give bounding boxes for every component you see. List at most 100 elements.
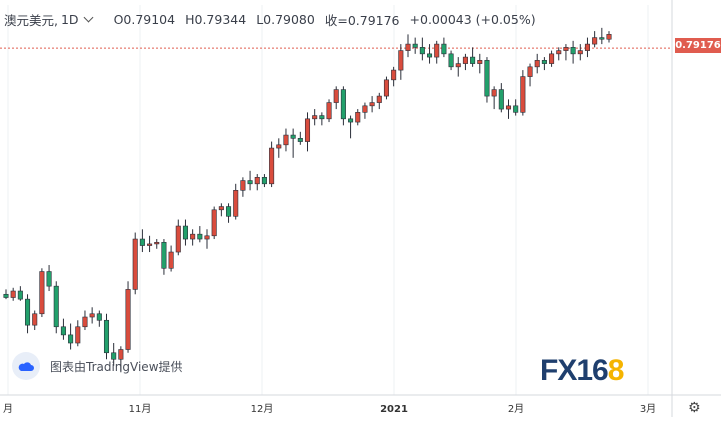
candle-body <box>462 56 468 64</box>
candle-body <box>68 334 74 344</box>
x-tick-label: 2021 <box>380 404 408 415</box>
candle-body <box>326 102 332 120</box>
candle-body <box>190 233 196 240</box>
candle-body <box>139 238 145 246</box>
candle-body <box>218 206 224 211</box>
candle-body <box>297 138 303 142</box>
candle-body <box>25 298 31 326</box>
candle-body <box>592 37 598 45</box>
symbol-label[interactable]: 澳元美元, <box>4 12 58 28</box>
candle-body <box>276 144 282 149</box>
candle-body <box>355 112 361 123</box>
candle-body <box>448 53 454 68</box>
candle-body <box>147 243 153 246</box>
candle-body <box>182 225 188 240</box>
candle-body <box>125 289 131 350</box>
chevron-down-icon[interactable] <box>83 12 94 22</box>
x-tick-label: 3月 <box>640 403 656 415</box>
candle-body <box>570 47 576 55</box>
candle-body <box>484 60 490 97</box>
candle-body <box>290 134 296 139</box>
open-value: O0.79104 <box>113 11 176 27</box>
x-tick-label: 12月 <box>251 403 274 415</box>
chart-header: 澳元美元, 1D O0.79104 H0.79344 L0.79080 收=0.… <box>4 9 546 29</box>
candle-body <box>441 43 447 55</box>
candle-body <box>161 241 167 269</box>
last-price-tag: 0.79176 <box>675 38 721 53</box>
candle-body <box>455 63 461 68</box>
x-tick-label: 11月 <box>129 403 152 415</box>
candle-body <box>549 53 555 64</box>
candle-body <box>17 290 23 300</box>
candle-body <box>577 50 583 55</box>
candle-body <box>211 209 217 237</box>
candle-body <box>304 118 311 142</box>
candle-body <box>376 95 382 103</box>
candle-body <box>584 43 590 51</box>
candle-body <box>391 69 397 81</box>
candle-body <box>606 34 612 40</box>
candle-body <box>527 66 533 77</box>
candle-body <box>269 147 275 185</box>
candle-body <box>505 105 512 110</box>
watermark-text: 图表由TradingView提供 <box>50 359 183 374</box>
candle-body <box>398 50 404 71</box>
candle-body <box>434 43 440 58</box>
candle-body <box>39 271 45 315</box>
candle-body <box>132 238 138 290</box>
candle-body <box>348 118 354 123</box>
candle-body <box>520 76 526 113</box>
candle-body <box>477 60 483 64</box>
x-tick-label: 2月 <box>508 403 524 415</box>
tradingview-watermark[interactable]: 图表由TradingView提供 <box>12 352 183 380</box>
candle-body <box>154 241 160 245</box>
candle-body <box>168 251 174 269</box>
candle-body <box>556 50 562 55</box>
candle-body <box>89 313 95 318</box>
candle-body <box>96 313 102 321</box>
candle-body <box>233 190 239 217</box>
candle-body <box>534 60 540 68</box>
candle-body <box>46 271 52 287</box>
close-value: 收=0.79176 <box>324 12 400 28</box>
candle-body <box>204 235 210 240</box>
candle-body <box>369 102 375 107</box>
candle-body <box>419 47 425 55</box>
candle-body <box>10 290 16 298</box>
candle-body <box>498 89 504 110</box>
candle-body <box>513 105 519 113</box>
candle-body <box>103 319 110 354</box>
candle-body <box>405 43 411 51</box>
fx168-logo: FX168 <box>540 354 624 387</box>
candle-body <box>175 225 181 253</box>
candle-body <box>333 89 339 103</box>
candle-body <box>383 79 389 97</box>
change-value: +0.00043 (+0.05%) <box>409 11 536 27</box>
candle-body <box>362 105 368 113</box>
tradingview-cloud-icon <box>12 352 40 380</box>
candle-body <box>470 56 476 64</box>
candle-body <box>60 326 66 336</box>
interval-label[interactable]: 1D <box>60 11 79 27</box>
candle-body <box>32 313 38 326</box>
candle-body <box>226 206 232 217</box>
candle-body <box>283 134 289 146</box>
x-tick-label: 月 <box>3 403 13 415</box>
candle-body <box>563 47 569 51</box>
candle-body <box>118 349 124 360</box>
candle-body <box>53 285 59 328</box>
low-value: L0.79080 <box>256 11 315 27</box>
candle-body <box>261 177 267 185</box>
settings-gear-icon[interactable]: ⚙ <box>688 400 701 416</box>
candle-body <box>599 37 605 40</box>
candle-body <box>412 43 418 48</box>
high-value: H0.79344 <box>185 11 247 27</box>
candle-body <box>491 89 497 97</box>
candle-body <box>319 115 325 120</box>
candle-body <box>254 177 260 185</box>
candle-body <box>3 293 9 298</box>
candle-body <box>312 115 318 120</box>
candle-body <box>111 352 117 360</box>
